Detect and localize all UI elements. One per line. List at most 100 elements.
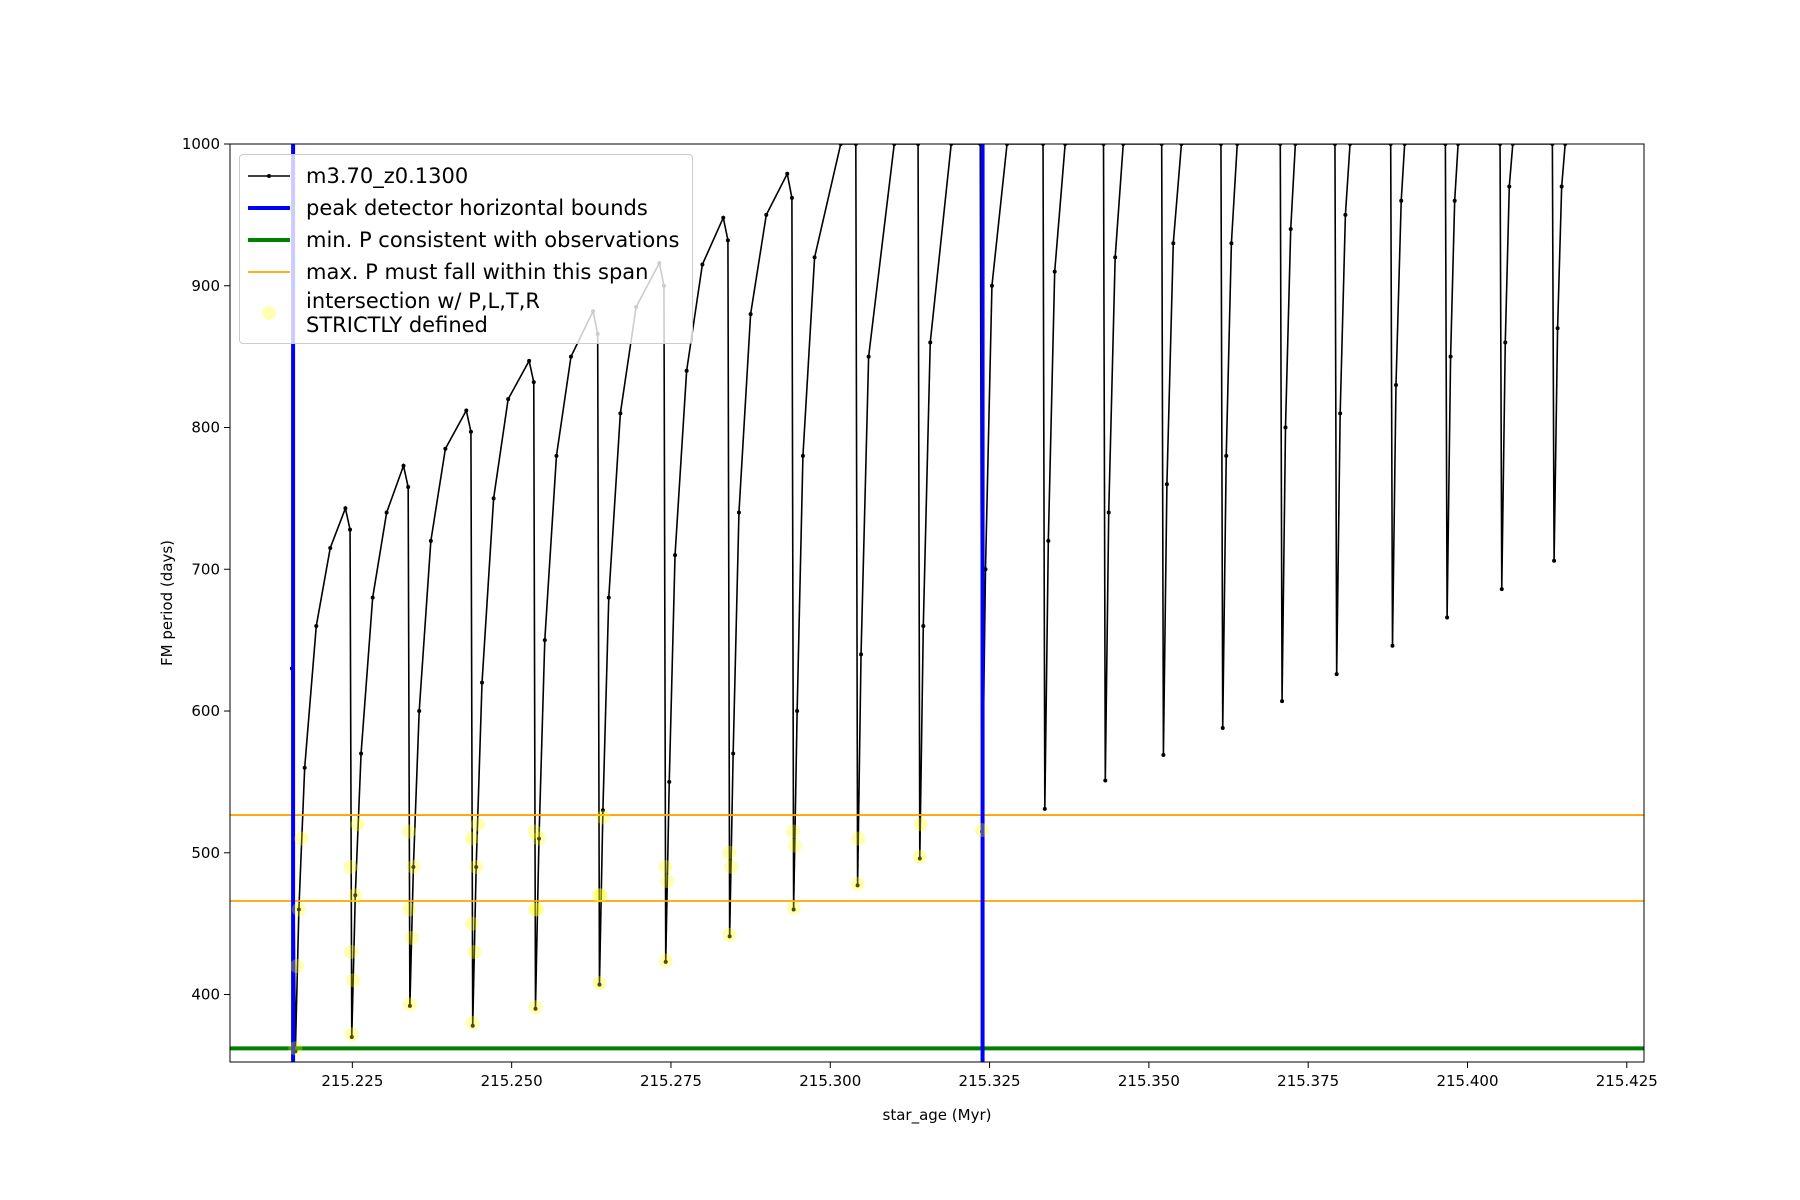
line-marker (343, 506, 348, 511)
scatter-point (658, 859, 673, 874)
line-marker (296, 907, 301, 912)
line-marker (1106, 510, 1111, 515)
y-tick-label: 400 (191, 986, 220, 1004)
legend-label: max. P must fall within this span (306, 260, 649, 284)
line-marker (1224, 453, 1229, 458)
scatter-point (404, 930, 419, 945)
scatter-point (530, 902, 545, 917)
line-marker (1343, 212, 1348, 217)
scatter-point (402, 997, 417, 1012)
line-marker (1499, 587, 1504, 592)
x-tick-label: 215.375 (1277, 1072, 1339, 1090)
x-tick-label: 215.300 (799, 1072, 861, 1090)
line-marker (443, 446, 448, 451)
scatter-point (592, 976, 607, 991)
line-marker (1399, 198, 1404, 203)
line-marker (1552, 558, 1557, 563)
scatter-point (786, 901, 801, 916)
line-marker (764, 212, 769, 217)
scatter-point (465, 916, 480, 931)
scatter-point (343, 859, 358, 874)
line-marker (789, 195, 794, 200)
line-marker (1046, 538, 1051, 543)
scatter-point (294, 831, 309, 846)
line-marker (1229, 241, 1234, 246)
x-tick-label: 215.425 (1596, 1072, 1658, 1090)
line-marker (401, 463, 406, 468)
scatter-point (595, 810, 610, 825)
line-marker (1448, 354, 1453, 359)
legend-entry: peak detector horizontal bounds (240, 193, 692, 223)
scatter-point (913, 817, 928, 832)
scatter-point (722, 927, 737, 942)
scatter-point (660, 874, 675, 889)
x-tick-label: 215.250 (481, 1072, 543, 1090)
scatter-point (722, 845, 737, 860)
line-marker (795, 709, 800, 714)
legend-label: peak detector horizontal bounds (306, 196, 648, 220)
x-tick-label: 215.325 (959, 1072, 1021, 1090)
legend-key (262, 306, 276, 320)
scatter-point (467, 944, 482, 959)
scatter-point (470, 817, 485, 832)
scatter-point (724, 859, 739, 874)
line-marker (554, 453, 559, 458)
line-marker (1393, 382, 1398, 387)
x-tick-label: 215.400 (1436, 1072, 1498, 1090)
line-marker (1390, 643, 1395, 648)
legend-label: m3.70_z0.1300 (306, 164, 469, 188)
scatter-point (786, 824, 801, 839)
line-marker (736, 510, 741, 515)
scatter-point (527, 902, 542, 917)
y-tick-label: 500 (191, 844, 220, 862)
line-marker (812, 255, 817, 260)
scatter-point (350, 817, 365, 832)
scatter-point (344, 1027, 359, 1042)
scatter-point (346, 973, 361, 988)
x-tick-label: 215.275 (640, 1072, 702, 1090)
line-marker (480, 680, 485, 685)
scatter-point (348, 888, 363, 903)
scatter-point (406, 859, 421, 874)
line-marker (1164, 482, 1169, 487)
line-marker (1503, 340, 1508, 345)
line-marker (1052, 269, 1057, 274)
line-marker (474, 864, 479, 869)
line-marker (464, 408, 469, 413)
line-marker (1452, 198, 1457, 203)
line-marker (533, 1006, 538, 1011)
line-marker (731, 751, 736, 756)
scatter-point (465, 1015, 480, 1030)
line-marker (406, 485, 411, 490)
scatter-point (464, 831, 479, 846)
legend-label: intersection w/ P,L,T,R STRICTLY defined (306, 289, 540, 337)
line-marker (302, 765, 307, 770)
line-marker (1559, 184, 1564, 189)
line-marker (725, 238, 730, 243)
x-axis-label: star_age (Myr) (883, 1106, 992, 1125)
line-marker (531, 380, 536, 385)
line-marker (917, 856, 922, 861)
line-marker (468, 429, 473, 434)
line-marker (855, 883, 860, 888)
line-marker (411, 864, 416, 869)
scatter-point (591, 888, 606, 903)
line-marker (785, 171, 790, 176)
line-marker (866, 354, 871, 359)
x-tick-label: 215.225 (321, 1072, 383, 1090)
scatter-point (912, 850, 927, 865)
line-marker (1171, 241, 1176, 246)
legend-key (248, 206, 290, 210)
line-marker (348, 527, 353, 532)
scatter-point (593, 888, 608, 903)
legend-entry: intersection w/ P,L,T,R STRICTLY defined (240, 289, 692, 337)
line-marker (527, 358, 532, 363)
legend-key (248, 174, 290, 178)
line-marker (700, 262, 705, 267)
scatter-point (528, 1000, 543, 1015)
y-axis-label: FM period (days) (158, 540, 176, 666)
line-marker (370, 595, 375, 600)
line-marker (470, 1023, 475, 1028)
